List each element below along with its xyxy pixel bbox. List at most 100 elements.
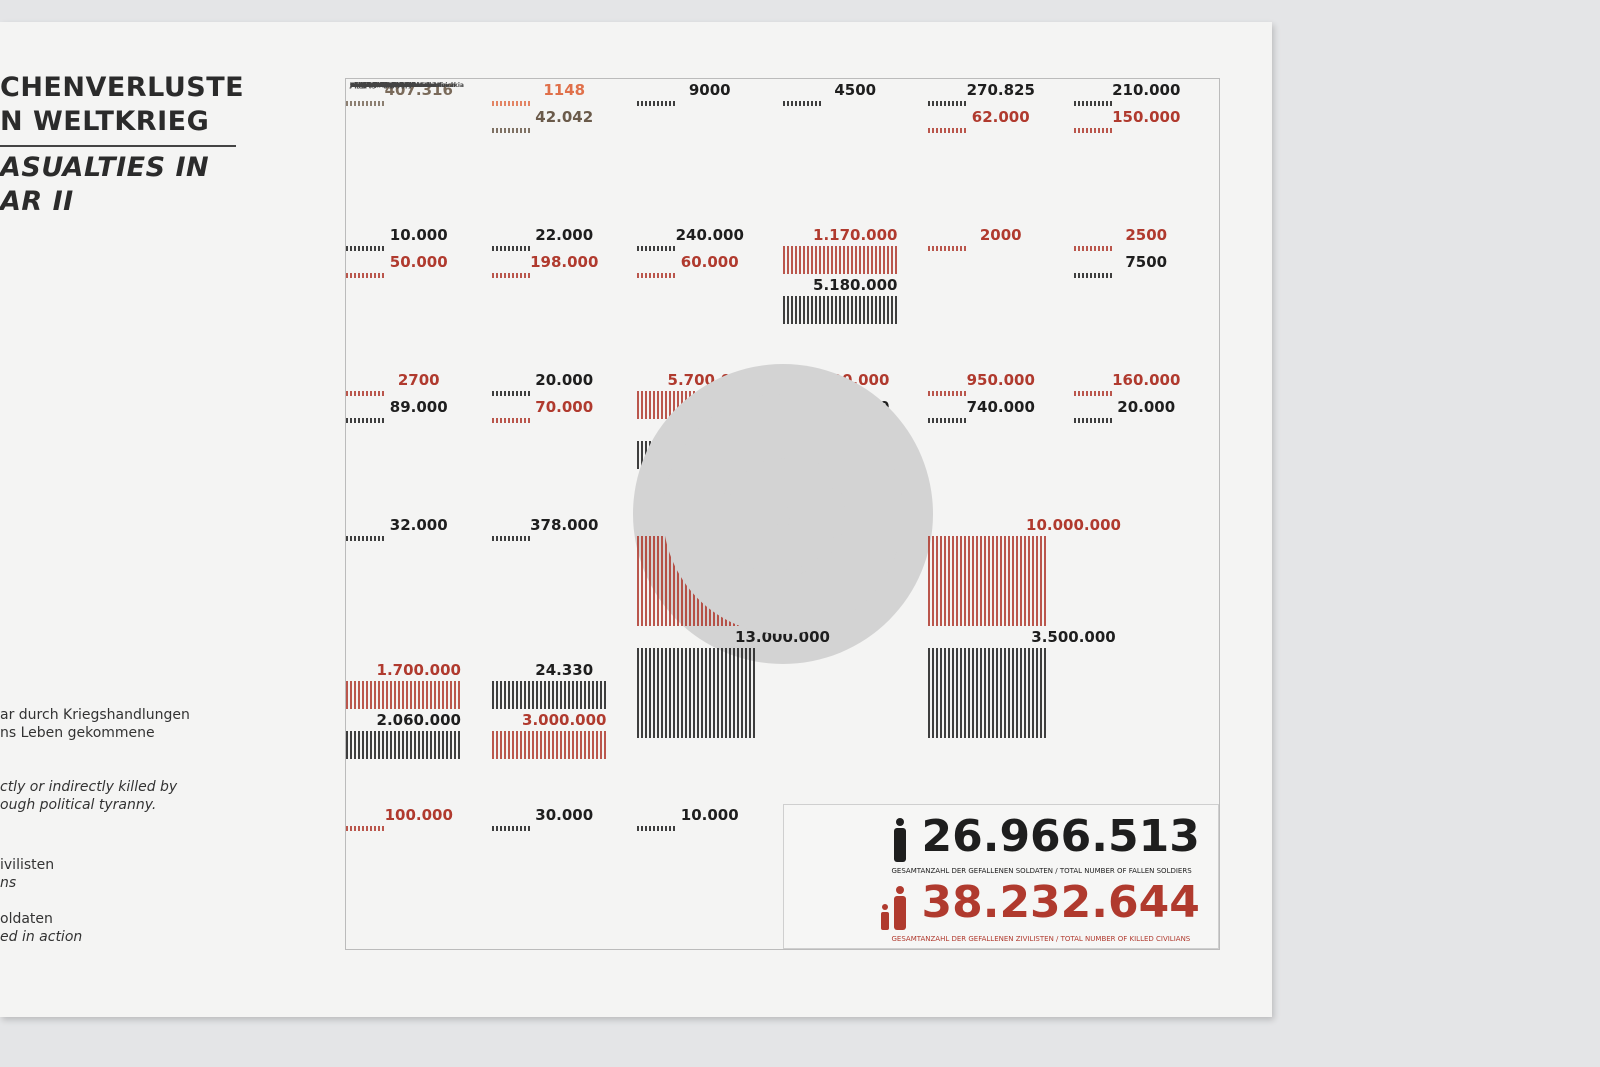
country-name: Frankreich/France <box>350 82 411 89</box>
casualty-figure: 2500 <box>1125 226 1168 244</box>
country-name: Australien/Australia <box>350 82 418 89</box>
country-name: USA <box>350 82 364 89</box>
pictogram-row <box>637 648 755 738</box>
country-cell: Japan 1.700.000 2.060.000 <box>346 82 845 804</box>
country-name: Neuseeland/New Zealand <box>350 82 436 89</box>
pictogram-row <box>928 128 968 133</box>
casualty-figure: 50.000 <box>389 253 448 271</box>
pictogram-row <box>491 731 608 759</box>
casualty-circle <box>776 508 789 520</box>
country-cell: Spanien/Spain 4500 <box>350 79 929 519</box>
pictogram-row <box>782 246 899 274</box>
casualty-figure: 13.000.000 <box>735 628 830 646</box>
casualty-figure: 1148 <box>543 81 586 99</box>
title-line: AR II <box>0 186 74 217</box>
country-name: Bulgarien/Bulgaria <box>350 82 414 89</box>
pictogram-row <box>1073 246 1114 251</box>
country-cell: Großbritannien/Great Britain 270.825 62.00… <box>350 79 1074 531</box>
casualty-figure: 60.000 <box>680 253 739 271</box>
casualty-figure: 10.000 <box>389 226 448 244</box>
pictogram-row <box>928 101 968 106</box>
country-cell: Rumänien/Romania 378.000 <box>350 82 801 659</box>
country-cell: Südafrika/South Africa 9000 <box>350 79 790 521</box>
pictogram-row <box>637 273 677 278</box>
casualty-figure: 10.000.000 <box>1026 516 1121 534</box>
casualty-figure: 89.000 <box>389 398 448 416</box>
pictogram-row <box>346 731 462 759</box>
pictogram-row <box>1073 391 1114 396</box>
pictogram-row <box>928 536 1046 626</box>
casualty-figure: 22.000 <box>535 226 594 244</box>
country-name: Spanien/Spain <box>350 82 399 89</box>
soldiers-caption: GESAMTANZAHL DER GEFALLENEN SOLDATEN / T… <box>891 867 1192 875</box>
country-name: Ungarn/Hungary <box>350 82 406 89</box>
casualty-figure: 740.000 <box>966 398 1035 416</box>
casualty-figure: 100.000 <box>384 806 453 824</box>
civilians-total: 38.232.644 <box>921 877 1200 928</box>
country-cell: Jugoslawien/Yugoslavia 950.000 740.000 <box>350 82 1074 569</box>
country-name: Norwegen/Norway <box>350 82 412 89</box>
pictogram-row <box>782 296 899 324</box>
country-name: Südafrika/South Africa <box>350 82 427 89</box>
country-name: Griechenland/Greece <box>350 82 421 89</box>
casualty-figure: 3.000.000 <box>522 711 607 729</box>
country-cell: Tschechoslowakei/Czechoslovakia 20.000 70.… <box>350 82 795 526</box>
title-line: ASUALTIES IN <box>0 152 210 183</box>
country-cell: Neuseeland/New Zealand 10.000 <box>350 82 789 949</box>
pictogram-row <box>491 246 532 251</box>
civilian-icon <box>880 886 906 930</box>
country-cell: Griechenland/Greece 160.000 20.000 <box>350 82 1220 528</box>
pictogram-row <box>491 128 532 133</box>
country-name: Finnland/Finland <box>350 82 407 89</box>
casualty-figure: 9000 <box>688 81 731 99</box>
pictogram-row <box>491 826 532 831</box>
country-cell: Bulgarien/Bulgaria 32.000 <box>346 82 790 659</box>
casualty-figure: 5.180.000 <box>813 276 898 294</box>
country-name: Polen/Poland <box>350 82 395 89</box>
pictogram-row <box>346 681 462 709</box>
pictogram-row <box>637 101 677 106</box>
pictogram-row <box>491 536 532 541</box>
country-name: Rumänien/Romania <box>350 82 416 89</box>
country-name: Japan <box>350 82 369 89</box>
casualty-figure: 7500 <box>1125 253 1168 271</box>
country-name: Belgien/Belgium <box>350 82 406 89</box>
casualty-figure: 42.042 <box>535 108 594 126</box>
pictogram-row <box>346 418 386 423</box>
country-cell: Deutsches Reich/German Reich 1.170.000 5.1… <box>350 82 929 594</box>
country-cell: Australien/Australia 30.000 <box>350 82 791 949</box>
casualty-figure: 240.000 <box>675 226 744 244</box>
country-name: Großbritannien/Great Britain <box>350 82 448 89</box>
pictogram-row <box>491 418 532 423</box>
casualty-figure: 950.000 <box>966 371 1035 389</box>
pictogram-row <box>782 101 823 106</box>
casualty-figure: 270.825 <box>966 81 1035 99</box>
casualty-figure: 210.000 <box>1112 81 1181 99</box>
country-name: Niederlande/Netherlands <box>350 82 435 89</box>
country-cell: Italien/Italy 240.000 60.000 <box>350 82 801 532</box>
legend-line: ns <box>0 875 17 891</box>
country-cell: China 10.000.000 3.500.000 <box>350 82 1219 804</box>
pictogram-row <box>491 273 532 278</box>
pictogram-row <box>928 418 968 423</box>
pictogram-row <box>928 246 968 251</box>
legend-line: ar durch Kriegshandlungen <box>0 707 190 723</box>
casualty-figure: 4500 <box>834 81 877 99</box>
pictogram-row <box>491 391 532 396</box>
legend-line: ed in action <box>0 929 83 945</box>
pictogram-row <box>637 826 677 831</box>
legend-line: ough political tyranny. <box>0 797 157 813</box>
casualty-figure: 20.000 <box>1117 398 1176 416</box>
poster: CHENVERLUSTE N WELTKRIEG ASUALTIES IN AR… <box>0 22 1272 1017</box>
casualty-figure: 10.000 <box>680 806 739 824</box>
country-cell: Norwegen/Norway 2500 7500 <box>350 82 1220 522</box>
pictogram-row <box>928 648 1046 738</box>
pictogram-row <box>346 246 386 251</box>
country-cell: Kanada/Canada 1148 42.042 <box>350 79 796 527</box>
pictogram-row <box>346 101 386 106</box>
country-name: Jugoslawien/Yugoslavia <box>350 82 430 89</box>
civilians-caption: GESAMTANZAHL DER GEFALLENEN ZIVILISTEN /… <box>891 935 1191 943</box>
casualty-figure: 150.000 <box>1112 108 1181 126</box>
country-cell: USA 407.316 <box>346 79 803 534</box>
